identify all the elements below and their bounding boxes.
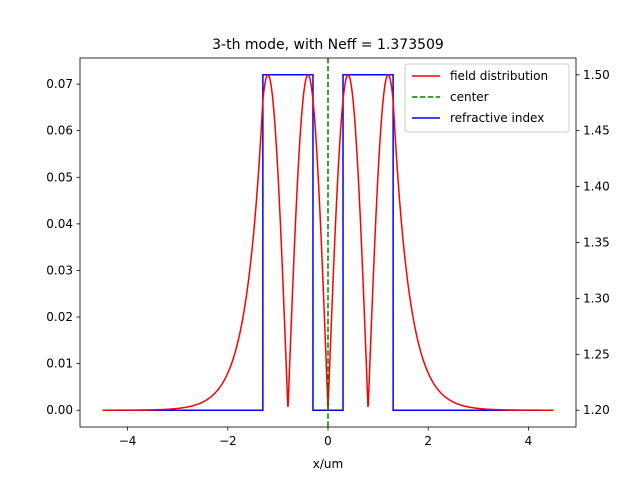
x-tick-label: −4	[119, 434, 137, 448]
y-axis-right: 1.20 1.25 1.30 1.35 1.40 1.45 1.50	[576, 68, 610, 417]
legend-label-field-distribution: field distribution	[450, 69, 548, 83]
y-right-tick-label: 1.25	[583, 347, 610, 361]
legend-box	[404, 63, 570, 133]
y-left-tick-label: 0.04	[46, 217, 73, 231]
legend: field distribution center refractive ind…	[404, 63, 570, 133]
y-axis-left: 0.00 0.01 0.02 0.03 0.04 0.05 0.06 0.07	[46, 77, 80, 417]
x-tick-label: 0	[324, 434, 332, 448]
x-axis: −4 −2 0 2 4	[119, 427, 532, 448]
chart-title: 3-th mode, with Neff = 1.373509	[212, 37, 444, 53]
y-right-tick-label: 1.35	[583, 236, 610, 250]
y-left-tick-label: 0.05	[46, 170, 73, 184]
x-axis-label: x/um	[313, 457, 343, 471]
legend-label-center: center	[450, 90, 489, 104]
y-left-tick-label: 0.07	[46, 77, 73, 91]
x-tick-label: 2	[424, 434, 432, 448]
y-right-tick-label: 1.40	[583, 180, 610, 194]
y-left-tick-label: 0.03	[46, 263, 73, 277]
y-right-tick-label: 1.50	[583, 68, 610, 82]
y-left-tick-label: 0.06	[46, 124, 73, 138]
y-left-tick-label: 0.00	[46, 403, 73, 417]
y-left-tick-label: 0.01	[46, 357, 73, 371]
y-right-tick-label: 1.30	[583, 291, 610, 305]
y-right-tick-label: 1.45	[583, 124, 610, 138]
y-left-tick-label: 0.02	[46, 310, 73, 324]
plot-lines	[102, 58, 554, 427]
y-right-tick-label: 1.20	[583, 403, 610, 417]
x-tick-label: −2	[219, 434, 237, 448]
legend-label-refractive-index: refractive index	[450, 111, 544, 125]
x-tick-label: 4	[525, 434, 533, 448]
